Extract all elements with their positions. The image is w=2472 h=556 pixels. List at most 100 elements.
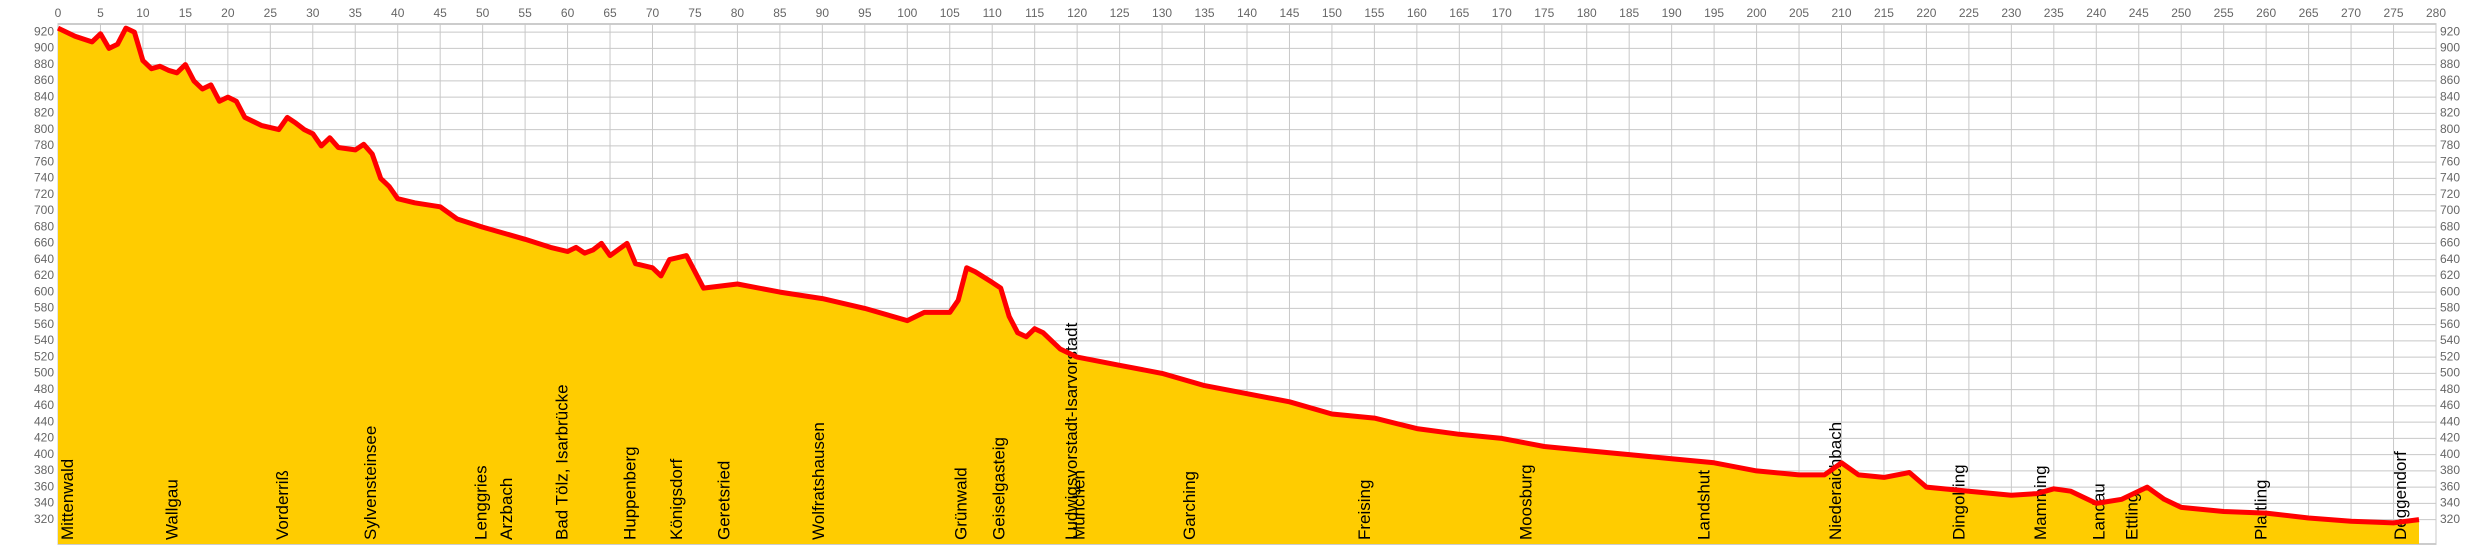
y2-tick-label: 860	[2440, 73, 2460, 87]
x-tick-label: 60	[561, 6, 575, 20]
y-tick-label: 460	[34, 398, 54, 412]
y2-tick-label: 580	[2440, 301, 2460, 315]
place-label: Geretsried	[715, 461, 734, 540]
x-tick-label: 75	[688, 6, 702, 20]
y-tick-label: 740	[34, 171, 54, 185]
y-tick-label: 800	[34, 122, 54, 136]
x-tick-label: 5	[97, 6, 104, 20]
x-tick-label: 70	[646, 6, 660, 20]
x-tick-label: 55	[518, 6, 532, 20]
y-tick-label: 720	[34, 187, 54, 201]
place-label: Plattling	[2252, 480, 2271, 540]
x-tick-label: 230	[2001, 6, 2021, 20]
place-label: Mamming	[2031, 465, 2050, 540]
y2-tick-label: 340	[2440, 496, 2460, 510]
x-tick-label: 65	[603, 6, 617, 20]
x-tick-label: 180	[1577, 6, 1597, 20]
y-tick-label: 880	[34, 57, 54, 71]
y2-tick-label: 600	[2440, 284, 2460, 298]
y2-tick-label: 900	[2440, 41, 2460, 55]
x-tick-label: 195	[1704, 6, 1724, 20]
x-tick-label: 265	[2299, 6, 2319, 20]
y2-tick-label: 640	[2440, 252, 2460, 266]
y-tick-label: 660	[34, 236, 54, 250]
y2-tick-label: 500	[2440, 366, 2460, 380]
y2-tick-label: 800	[2440, 122, 2460, 136]
x-tick-label: 225	[1959, 6, 1979, 20]
y-tick-label: 780	[34, 138, 54, 152]
y2-tick-label: 560	[2440, 317, 2460, 331]
y2-tick-label: 460	[2440, 398, 2460, 412]
y2-tick-label: 540	[2440, 333, 2460, 347]
y-tick-label: 600	[34, 284, 54, 298]
x-tick-label: 260	[2256, 6, 2276, 20]
y2-tick-label: 620	[2440, 268, 2460, 282]
x-tick-label: 25	[264, 6, 278, 20]
y-tick-label: 760	[34, 154, 54, 168]
y2-tick-label: 320	[2440, 512, 2460, 526]
x-tick-label: 10	[136, 6, 150, 20]
place-label: Moosburg	[1516, 464, 1535, 540]
place-label: Wallgau	[162, 479, 181, 540]
y2-tick-label: 380	[2440, 463, 2460, 477]
x-tick-label: 275	[2384, 6, 2404, 20]
x-tick-label: 270	[2341, 6, 2361, 20]
place-label: Lenggries	[472, 465, 491, 540]
x-tick-label: 80	[731, 6, 745, 20]
x-tick-label: 30	[306, 6, 320, 20]
y-tick-label: 580	[34, 301, 54, 315]
x-tick-label: 15	[179, 6, 193, 20]
x-tick-label: 85	[773, 6, 787, 20]
x-tick-label: 185	[1619, 6, 1639, 20]
x-tick-label: 205	[1789, 6, 1809, 20]
y2-tick-label: 740	[2440, 171, 2460, 185]
place-label: Freising	[1355, 480, 1374, 540]
y2-tick-label: 880	[2440, 57, 2460, 71]
x-tick-label: 155	[1364, 6, 1384, 20]
x-tick-label: 190	[1662, 6, 1682, 20]
place-label: Huppenberg	[620, 446, 639, 540]
place-label: Dingolfing	[1949, 464, 1968, 540]
x-tick-label: 140	[1237, 6, 1257, 20]
y-tick-label: 400	[34, 447, 54, 461]
place-label: Arzbach	[497, 478, 516, 540]
place-label: Garching	[1180, 471, 1199, 540]
place-label: Ludwigsvorstadt-Isarvorstadt	[1062, 322, 1081, 540]
place-label: Landau	[2090, 483, 2109, 540]
x-tick-label: 145	[1279, 6, 1299, 20]
y2-tick-label: 820	[2440, 106, 2460, 120]
y-tick-label: 540	[34, 333, 54, 347]
place-label: Grünwald	[951, 467, 970, 540]
x-tick-label: 280	[2426, 6, 2446, 20]
y-tick-label: 320	[34, 512, 54, 526]
x-tick-label: 235	[2044, 6, 2064, 20]
y-tick-label: 440	[34, 414, 54, 428]
y-tick-label: 500	[34, 366, 54, 380]
x-tick-label: 215	[1874, 6, 1894, 20]
x-tick-label: 110	[983, 6, 1002, 20]
y-tick-label: 840	[34, 89, 54, 103]
y2-tick-label: 840	[2440, 89, 2460, 103]
x-tick-label: 50	[476, 6, 490, 20]
y-tick-label: 420	[34, 431, 54, 445]
y2-tick-label: 660	[2440, 236, 2460, 250]
x-tick-label: 245	[2129, 6, 2149, 20]
place-label: Geiselgasteig	[990, 437, 1009, 540]
x-tick-label: 255	[2214, 6, 2234, 20]
y2-tick-label: 520	[2440, 349, 2460, 363]
x-tick-label: 125	[1110, 6, 1130, 20]
y-tick-label: 340	[34, 496, 54, 510]
place-label: Deggendorf	[2391, 451, 2410, 540]
y-tick-label: 560	[34, 317, 54, 331]
y2-tick-label: 920	[2440, 24, 2460, 38]
x-tick-label: 0	[55, 6, 62, 20]
y-tick-label: 900	[34, 41, 54, 55]
place-label: Ettling	[2123, 493, 2142, 540]
x-tick-label: 40	[391, 6, 405, 20]
y2-tick-label: 700	[2440, 203, 2460, 217]
x-tick-label: 115	[1025, 6, 1044, 20]
x-tick-label: 130	[1152, 6, 1172, 20]
y2-tick-label: 420	[2440, 431, 2460, 445]
y2-tick-label: 760	[2440, 154, 2460, 168]
y-tick-label: 360	[34, 479, 54, 493]
